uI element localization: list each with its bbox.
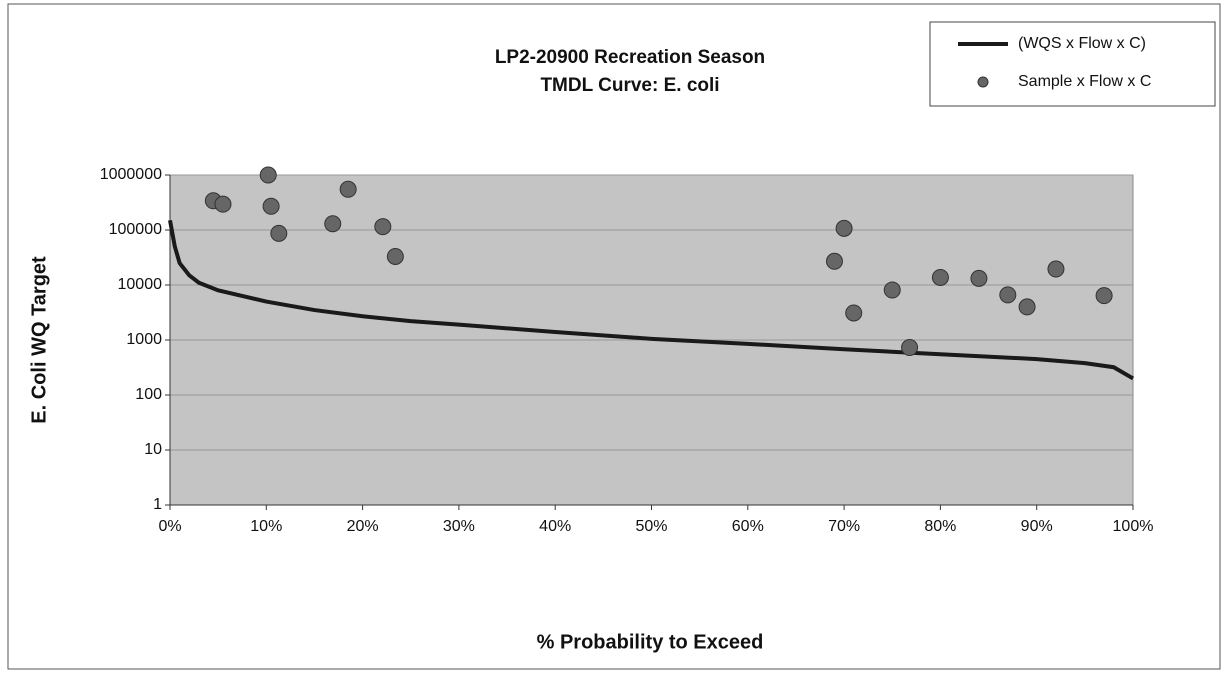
- legend-label: Sample x Flow x C: [1018, 73, 1151, 90]
- x-tick-label: 10%: [250, 518, 282, 535]
- sample-point: [324, 215, 342, 233]
- sample-point: [386, 247, 404, 265]
- y-tick-label: 100000: [109, 221, 162, 238]
- x-tick-label: 0%: [158, 518, 181, 535]
- sample-point: [999, 286, 1017, 304]
- x-tick-label: 90%: [1021, 518, 1053, 535]
- sample-point: [901, 339, 919, 357]
- sample-point: [1018, 298, 1036, 316]
- x-tick-label: 50%: [635, 518, 667, 535]
- sample-point: [845, 304, 863, 322]
- y-axis-label: E. Coli WQ Target: [28, 256, 50, 424]
- chart-title: LP2-20900 Recreation Season: [495, 47, 765, 68]
- x-tick-label: 70%: [828, 518, 860, 535]
- y-tick-label: 1000: [126, 331, 162, 348]
- sample-point: [259, 166, 277, 184]
- sample-point: [262, 197, 280, 215]
- sample-point: [970, 269, 988, 287]
- sample-point: [835, 219, 853, 237]
- x-axis-label: % Probability to Exceed: [537, 631, 764, 653]
- x-tick-label: 80%: [924, 518, 956, 535]
- legend-dot: [977, 76, 989, 88]
- sample-point: [374, 218, 392, 236]
- sample-point: [825, 252, 843, 270]
- sample-point: [883, 281, 901, 299]
- sample-point: [270, 224, 288, 242]
- x-tick-label: 20%: [347, 518, 379, 535]
- y-tick-label: 100: [135, 386, 162, 403]
- sample-point: [214, 195, 232, 213]
- legend-box: [929, 21, 1216, 107]
- sample-point: [1047, 260, 1065, 278]
- sample-point: [339, 180, 357, 198]
- curve: [168, 219, 1135, 381]
- y-tick-label: 10: [144, 441, 162, 458]
- x-tick-label: 40%: [539, 518, 571, 535]
- chart-subtitle: TMDL Curve: E. coli: [540, 75, 719, 96]
- x-tick-label: 100%: [1113, 518, 1154, 535]
- sample-point: [931, 268, 949, 286]
- y-tick-label: 10000: [118, 276, 163, 293]
- y-tick-label: 1: [153, 496, 162, 513]
- x-tick-label: 60%: [732, 518, 764, 535]
- sample-point: [1095, 287, 1113, 305]
- x-tick-label: 30%: [443, 518, 475, 535]
- legend-label: (WQS x Flow x C): [1018, 35, 1146, 52]
- y-tick-label: 1000000: [100, 166, 162, 183]
